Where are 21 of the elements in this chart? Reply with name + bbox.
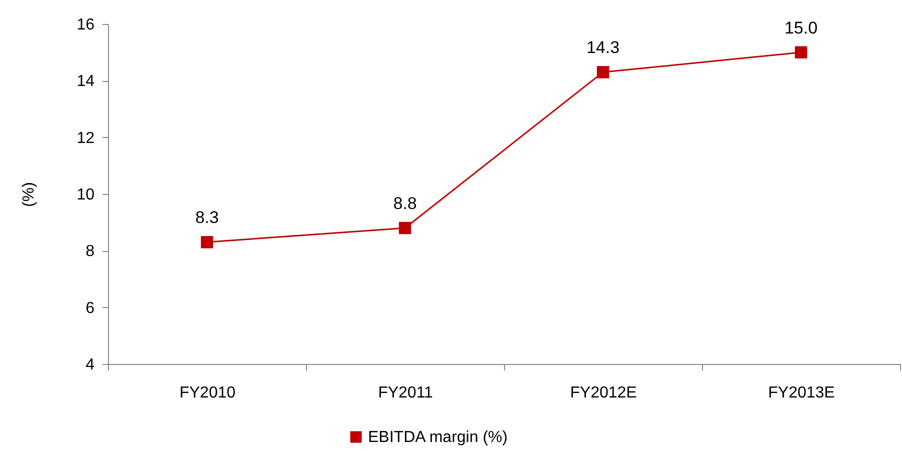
y-tick-label: 4 — [86, 356, 95, 374]
x-tick-label: FY2013E — [768, 384, 835, 402]
x-tick-label: FY2010 — [179, 384, 236, 402]
data-label: 15.0 — [784, 18, 818, 38]
x-tick-label: FY2011 — [378, 384, 434, 402]
x-tick-label: FY2012E — [570, 384, 637, 402]
data-label: 8.8 — [393, 194, 417, 213]
data-label: 8.3 — [195, 208, 219, 228]
y-tick-label: 12 — [76, 130, 95, 147]
legend-label: EBITDA margin (%) — [368, 429, 508, 446]
data-label: 14.3 — [586, 38, 620, 58]
point — [596, 66, 610, 78]
y-tick-label: 16 — [76, 16, 95, 34]
y-tick-label: 6 — [86, 300, 95, 317]
point — [398, 222, 412, 234]
y-tick-label: 14 — [76, 73, 95, 90]
y-tick-label: 10 — [76, 186, 95, 204]
point — [794, 46, 808, 58]
y-tick-label: 8 — [86, 243, 95, 260]
y-axis-title: (%) — [20, 182, 38, 207]
point — [200, 236, 214, 248]
